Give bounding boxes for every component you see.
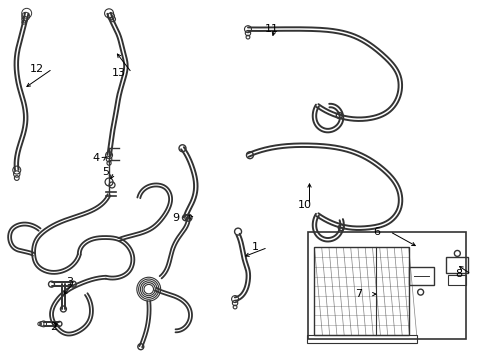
Text: 11: 11 <box>264 24 278 34</box>
Bar <box>314 247 408 335</box>
Text: 5: 5 <box>102 167 109 177</box>
Text: 9: 9 <box>172 213 179 223</box>
Text: 8: 8 <box>454 269 461 279</box>
Bar <box>408 267 433 285</box>
Text: 13: 13 <box>112 68 126 78</box>
Bar <box>447 275 466 285</box>
Bar <box>306 335 416 343</box>
Bar <box>307 231 466 339</box>
Text: 6: 6 <box>373 226 380 237</box>
Text: 2: 2 <box>50 322 57 332</box>
Text: 10: 10 <box>297 200 311 210</box>
Text: 4: 4 <box>92 153 100 163</box>
Bar <box>446 257 468 273</box>
Text: 7: 7 <box>355 289 362 299</box>
Text: 12: 12 <box>29 64 43 74</box>
Text: 3: 3 <box>66 277 73 287</box>
Text: 1: 1 <box>251 243 258 252</box>
